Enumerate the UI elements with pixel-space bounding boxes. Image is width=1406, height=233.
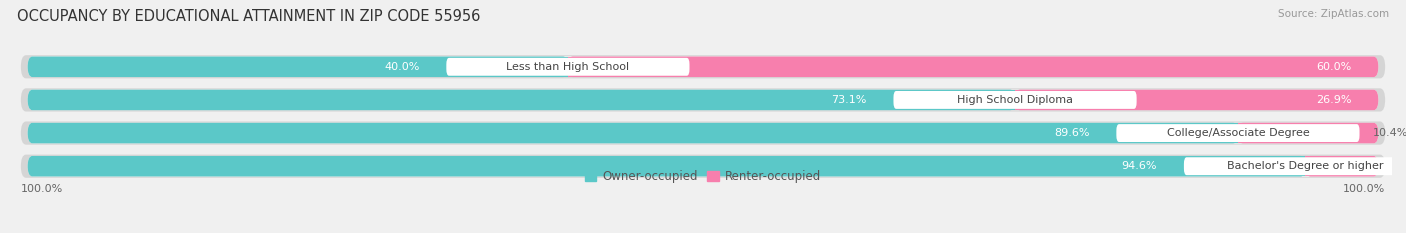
FancyBboxPatch shape: [1015, 90, 1160, 110]
FancyBboxPatch shape: [568, 57, 1378, 77]
FancyBboxPatch shape: [1237, 123, 1378, 143]
Text: 60.0%: 60.0%: [1316, 62, 1351, 72]
FancyBboxPatch shape: [28, 156, 1378, 176]
FancyBboxPatch shape: [28, 57, 568, 77]
FancyBboxPatch shape: [21, 88, 1385, 112]
Text: College/Associate Degree: College/Associate Degree: [1167, 128, 1309, 138]
Text: 89.6%: 89.6%: [1054, 128, 1090, 138]
Text: 40.0%: 40.0%: [384, 62, 419, 72]
FancyBboxPatch shape: [754, 123, 1237, 143]
Text: 100.0%: 100.0%: [21, 184, 63, 194]
FancyBboxPatch shape: [21, 55, 1385, 78]
FancyBboxPatch shape: [28, 123, 1378, 143]
Text: 10.4%: 10.4%: [1374, 128, 1406, 138]
FancyBboxPatch shape: [28, 90, 1015, 110]
FancyBboxPatch shape: [1116, 124, 1360, 142]
FancyBboxPatch shape: [21, 155, 1385, 178]
FancyBboxPatch shape: [620, 90, 1015, 110]
FancyBboxPatch shape: [352, 57, 568, 77]
Text: 26.9%: 26.9%: [1316, 95, 1351, 105]
FancyBboxPatch shape: [28, 90, 1378, 110]
Text: OCCUPANCY BY EDUCATIONAL ATTAINMENT IN ZIP CODE 55956: OCCUPANCY BY EDUCATIONAL ATTAINMENT IN Z…: [17, 9, 481, 24]
FancyBboxPatch shape: [893, 91, 1136, 109]
FancyBboxPatch shape: [1306, 156, 1378, 176]
Text: Less than High School: Less than High School: [506, 62, 630, 72]
FancyBboxPatch shape: [28, 57, 1378, 77]
FancyBboxPatch shape: [1237, 123, 1294, 143]
FancyBboxPatch shape: [28, 156, 1306, 176]
Text: Source: ZipAtlas.com: Source: ZipAtlas.com: [1278, 9, 1389, 19]
FancyBboxPatch shape: [21, 121, 1385, 145]
FancyBboxPatch shape: [794, 156, 1306, 176]
Text: 100.0%: 100.0%: [1343, 184, 1385, 194]
Text: 94.6%: 94.6%: [1122, 161, 1157, 171]
Text: 73.1%: 73.1%: [831, 95, 866, 105]
FancyBboxPatch shape: [28, 123, 1237, 143]
FancyBboxPatch shape: [1184, 157, 1406, 175]
FancyBboxPatch shape: [568, 57, 893, 77]
FancyBboxPatch shape: [1015, 90, 1378, 110]
Legend: Owner-occupied, Renter-occupied: Owner-occupied, Renter-occupied: [579, 166, 827, 188]
FancyBboxPatch shape: [1306, 156, 1334, 176]
FancyBboxPatch shape: [446, 58, 689, 76]
Text: High School Diploma: High School Diploma: [957, 95, 1073, 105]
Text: Bachelor's Degree or higher: Bachelor's Degree or higher: [1227, 161, 1384, 171]
